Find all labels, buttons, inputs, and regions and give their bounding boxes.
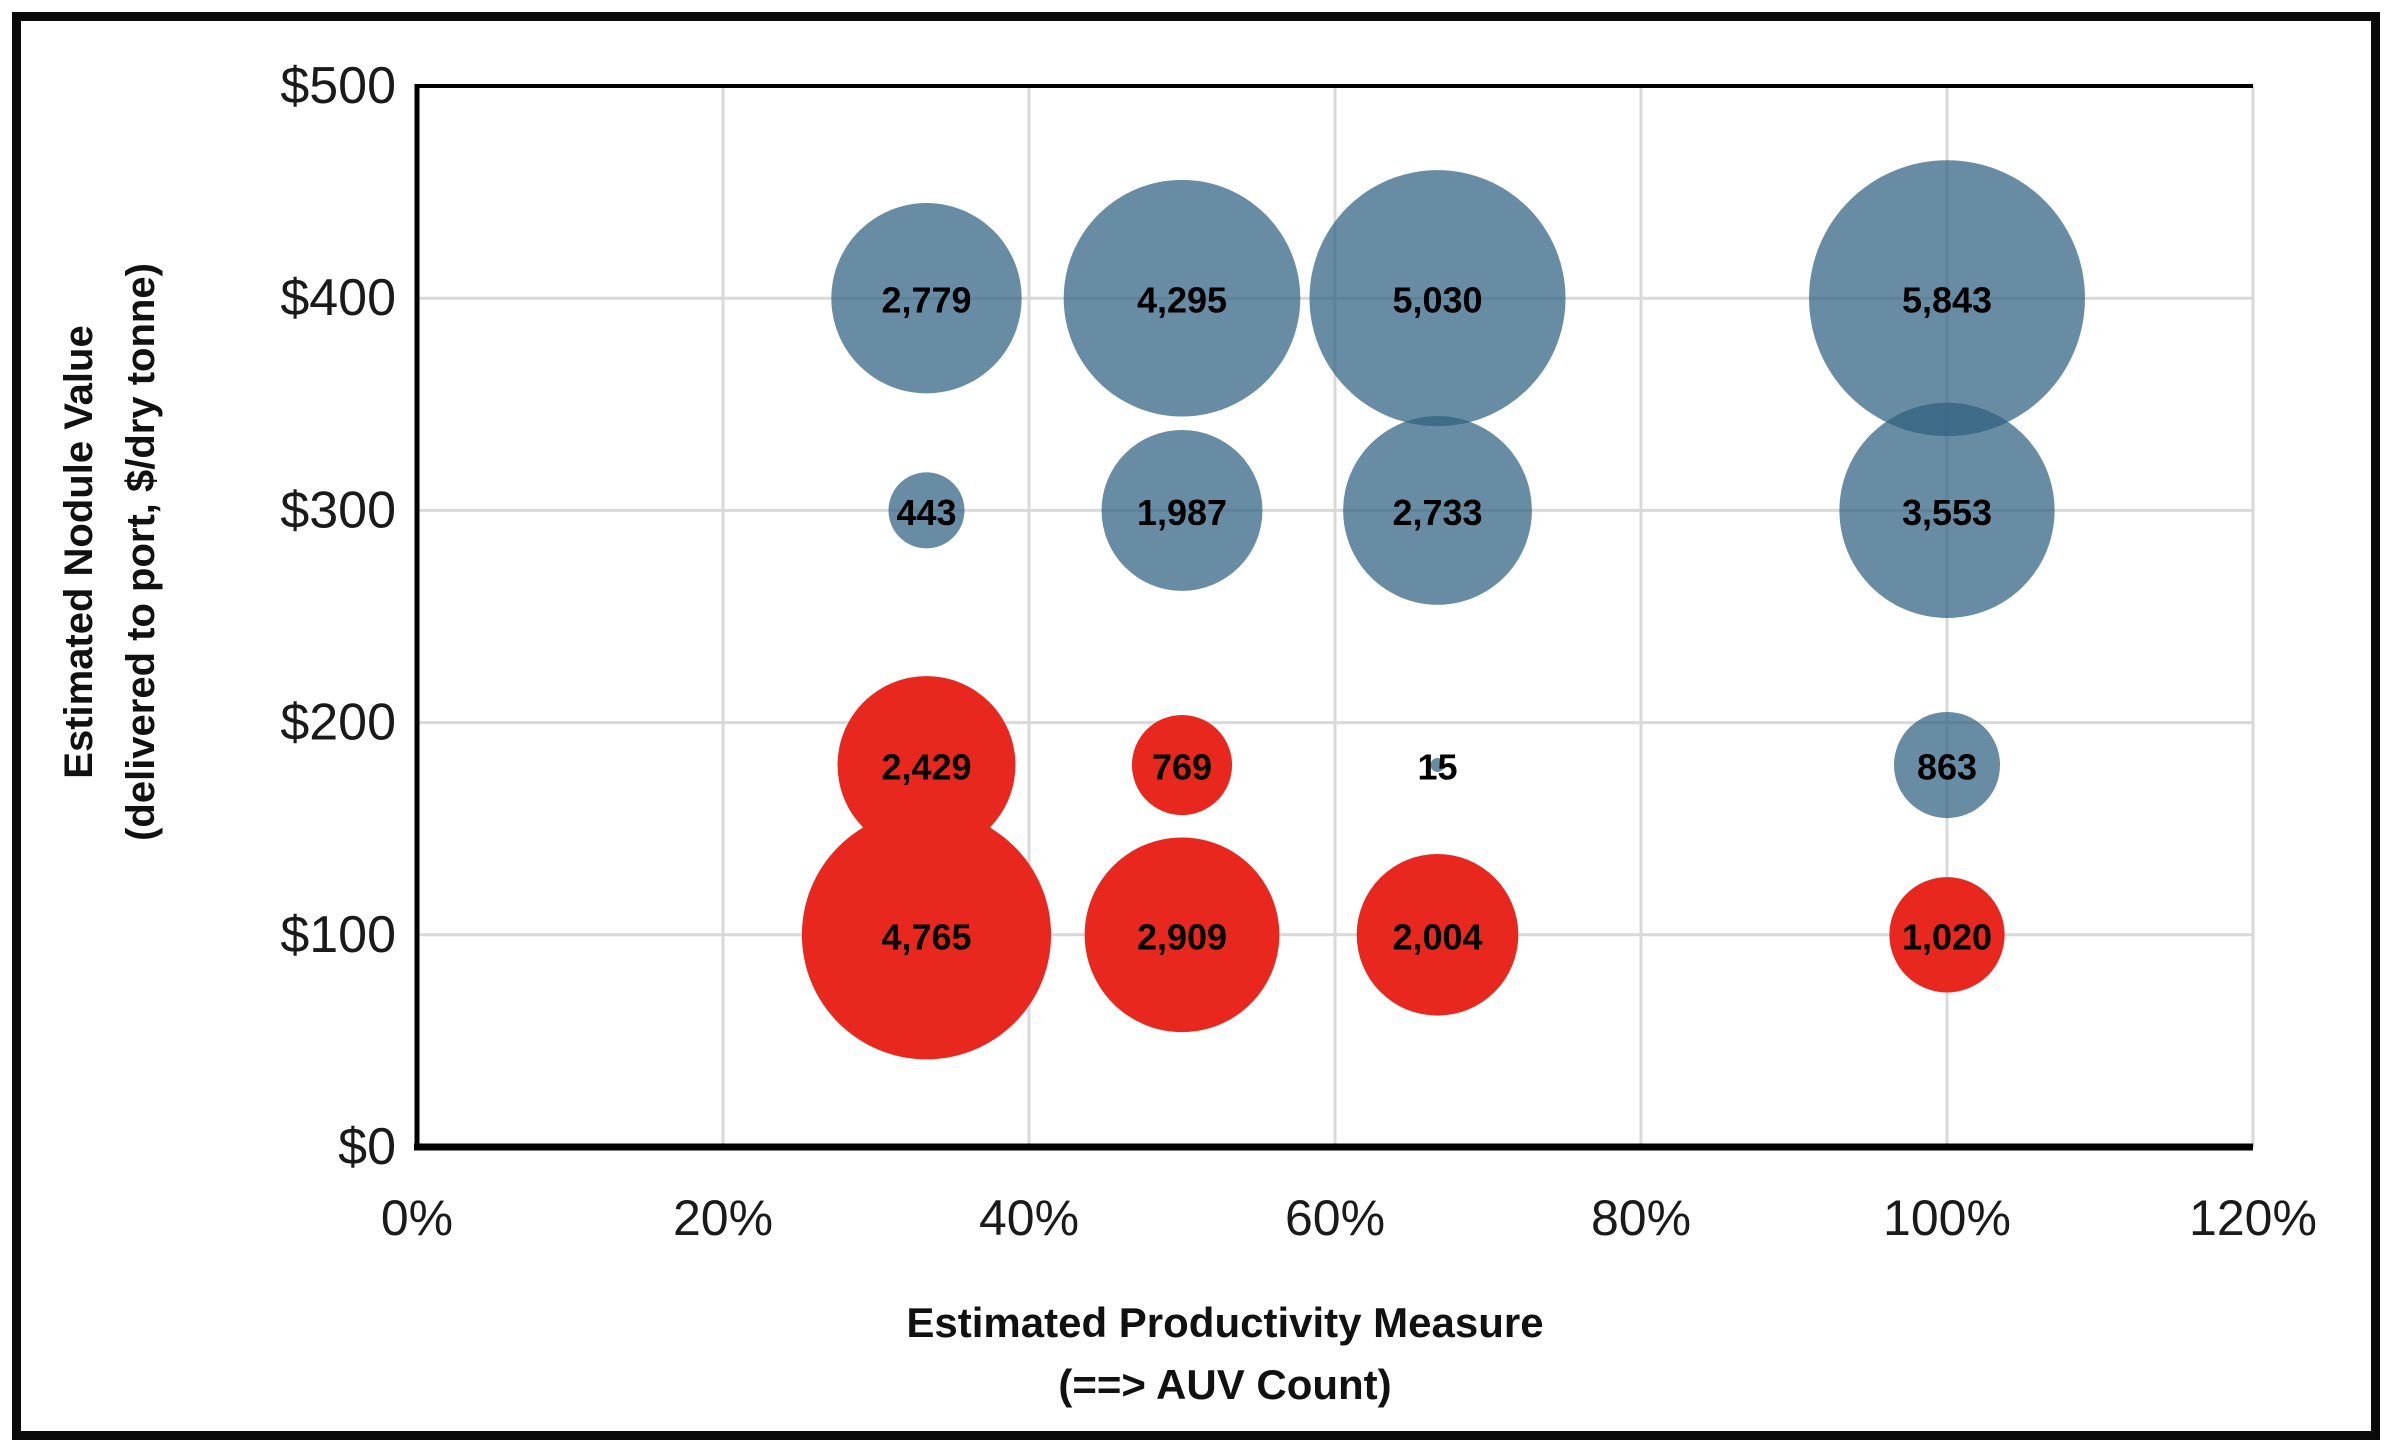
bubble-443	[888, 472, 965, 549]
bubble-label-2733: 2,733	[1392, 492, 1482, 533]
y-axis-title-line1: Estimated Nodule Value	[57, 325, 101, 779]
bubble-4765	[801, 810, 1052, 1060]
bubble-5843	[1809, 160, 2085, 437]
axis-lines	[414, 84, 2253, 1151]
y-tick-200: $200	[280, 694, 396, 752]
y-tick-400: $400	[280, 269, 396, 327]
bubble-2429	[837, 676, 1016, 854]
y-tick-300: $300	[280, 481, 396, 539]
bubble-label-863: 863	[1917, 747, 1977, 788]
bubble-label-15: 15	[1417, 747, 1457, 788]
bubble-label-5030: 5,030	[1392, 280, 1482, 321]
bubble-2909	[1084, 837, 1280, 1033]
tick-labels: 0% 20% 40% 60% 80% 100% 120% $0 $100 $200 $300 $400…	[280, 57, 2317, 1246]
y-tick-500: $500	[280, 57, 396, 115]
x-tick-60: 60%	[1285, 1190, 1385, 1246]
x-axis-title-line1: Estimated Productivity Measure	[906, 1299, 1544, 1346]
x-tick-100: 100%	[1883, 1190, 2011, 1246]
bubble-labels: 2,779 4,295 5,030 5,843 443 1,987 2,733 3,553 15…	[881, 280, 1992, 958]
bubble-863	[1893, 712, 2001, 819]
bubble-label-1020: 1,020	[1902, 916, 1992, 957]
bubble-label-2909: 2,909	[1137, 916, 1227, 957]
x-tick-80: 80%	[1591, 1190, 1691, 1246]
y-tick-0: $0	[338, 1118, 396, 1176]
bubble-label-4295: 4,295	[1137, 280, 1227, 321]
x-tick-0: 0%	[381, 1190, 453, 1246]
y-tick-100: $100	[280, 906, 396, 964]
bubble-3553	[1839, 402, 2055, 618]
bubble-label-2429: 2,429	[881, 747, 971, 788]
bubble-2733	[1343, 416, 1532, 605]
bubble-label-2004: 2,004	[1392, 916, 1482, 957]
bubble-label-4765: 4,765	[881, 916, 971, 957]
bubble-15	[1430, 758, 1445, 773]
x-axis-title: Estimated Productivity Measure (==> AUV …	[906, 1292, 1543, 1416]
bubble-label-2779: 2,779	[881, 280, 971, 321]
bubbles	[801, 160, 2085, 1060]
x-tick-40: 40%	[979, 1190, 1079, 1246]
bubble-label-3553: 3,553	[1902, 492, 1992, 533]
bubble-2004	[1356, 853, 1519, 1016]
x-tick-20: 20%	[673, 1190, 773, 1246]
x-axis-title-line2: (==> AUV Count)	[1058, 1361, 1392, 1408]
bubble-1020	[1889, 877, 2005, 993]
bubble-label-1987: 1,987	[1137, 492, 1227, 533]
bubble-4295	[1063, 179, 1301, 417]
bubble-769	[1131, 714, 1233, 816]
y-axis-title-line2: (delivered to port, $/dry tonne)	[119, 263, 163, 841]
x-tick-120: 120%	[2189, 1190, 2317, 1246]
bubble-2779	[831, 203, 1022, 394]
bubble-label-5843: 5,843	[1902, 280, 1992, 321]
y-axis-title: Estimated Nodule Value (delivered to por…	[48, 263, 172, 841]
bubble-5030	[1309, 170, 1566, 427]
bubble-label-769: 769	[1152, 747, 1212, 788]
bubble-label-443: 443	[896, 492, 956, 533]
bubble-1987	[1101, 429, 1263, 591]
